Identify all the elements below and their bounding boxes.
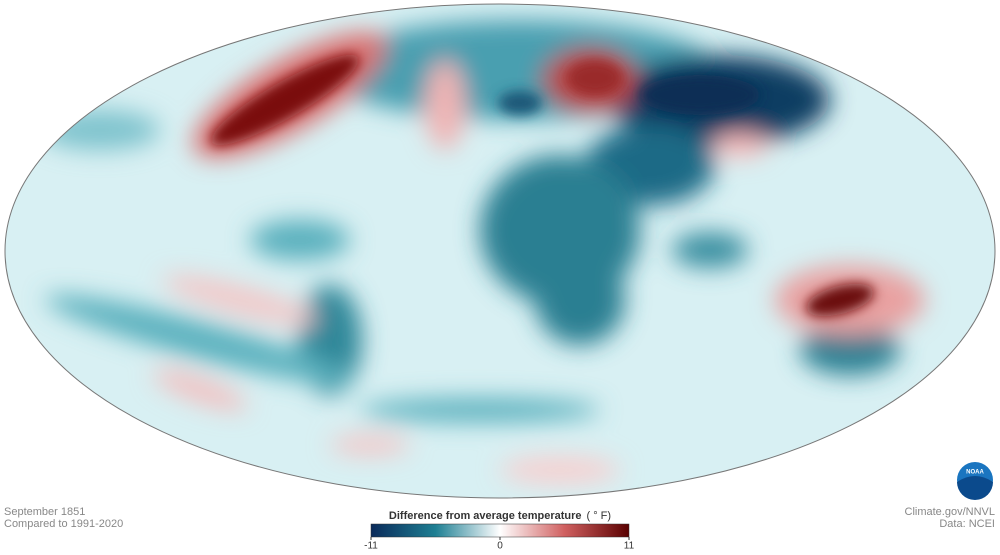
logo-text: NOAA <box>966 470 984 476</box>
legend-unit: ( ° F) <box>587 510 612 522</box>
anomaly-map <box>5 4 995 498</box>
tick-label: 0 <box>497 541 503 552</box>
data-credit: Data: NCEI <box>939 518 995 530</box>
noaa-logo: NOAA <box>957 462 993 500</box>
baseline: Compared to 1991-2020 <box>4 518 123 530</box>
legend-title: Difference from average temperature <box>389 510 582 522</box>
colorbar <box>370 523 630 538</box>
date: September 1851 <box>4 506 85 518</box>
tick-label: -11 <box>364 541 378 552</box>
globe-outline <box>4 3 996 499</box>
tick-label: 11 <box>624 541 635 552</box>
source: Climate.gov/NNVL <box>905 506 995 518</box>
